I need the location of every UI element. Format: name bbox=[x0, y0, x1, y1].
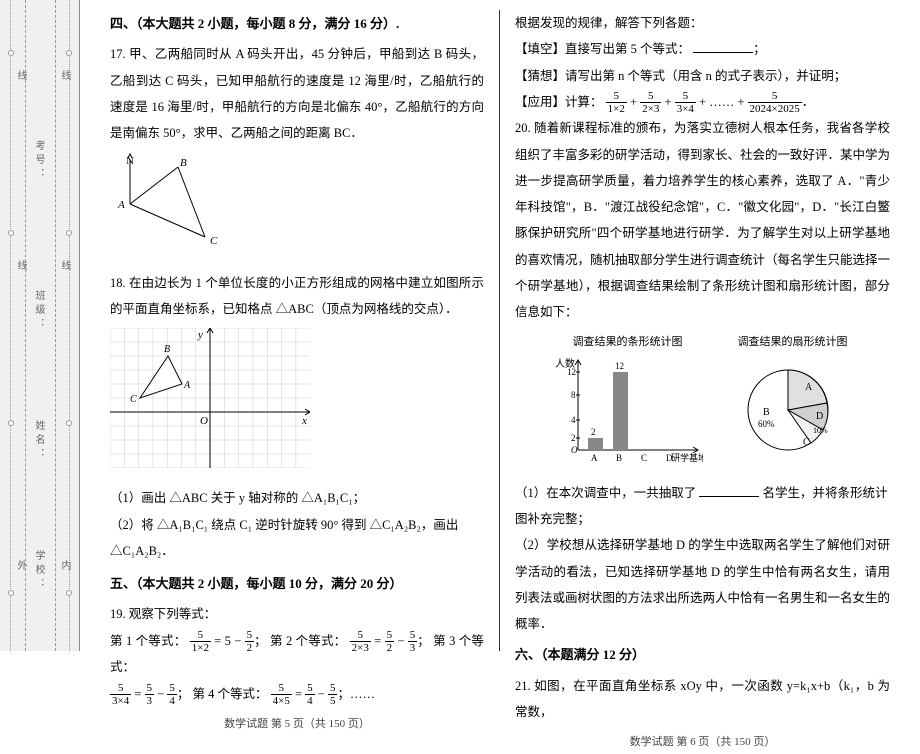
q19-number: 19. bbox=[110, 607, 126, 621]
svg-text:O: O bbox=[571, 445, 578, 455]
q19-intro: 观察下列等式： bbox=[129, 607, 217, 621]
label-school: 学校： bbox=[31, 550, 46, 592]
q18: 18. 在由边长为 1 个单位长度的小正方形组成的网格中建立如图所示的平面直角坐… bbox=[110, 270, 484, 323]
label-line3: 线 bbox=[57, 70, 72, 84]
svg-text:A: A bbox=[183, 380, 191, 391]
section4-title: 四、（本大题共 2 小题，每小题 8 分，满分 16 分）. bbox=[110, 10, 484, 37]
svg-text:A: A bbox=[805, 382, 813, 393]
fill-label: 【填空】直接写出第 5 个等式： bbox=[515, 42, 690, 56]
svg-text:12: 12 bbox=[615, 361, 624, 371]
svg-text:B: B bbox=[164, 344, 170, 355]
svg-text:研学基地: 研学基地 bbox=[671, 452, 703, 463]
q19-equations: 第 1 个等式： 51×2 = 5 − 52； 第 2 个等式： 52×3 = … bbox=[110, 628, 484, 708]
q18-intro: 在由边长为 1 个单位长度的小正方形组成的网格中建立如图所示的平面直角坐标系，已… bbox=[110, 276, 484, 316]
pie-chart-title: 调查结果的扇形统计图 bbox=[733, 331, 853, 354]
svg-text:8: 8 bbox=[571, 390, 576, 400]
svg-text:4: 4 bbox=[571, 415, 576, 425]
q19: 19. 观察下列等式： bbox=[110, 601, 484, 627]
svg-text:2: 2 bbox=[571, 433, 576, 443]
svg-text:C: C bbox=[641, 453, 647, 463]
svg-text:12: 12 bbox=[567, 367, 576, 377]
svg-text:C: C bbox=[130, 394, 137, 405]
eq4-label: 第 4 个等式： bbox=[192, 687, 267, 701]
svg-text:60%: 60% bbox=[758, 419, 775, 429]
label-line2: 线 bbox=[13, 260, 28, 274]
label-class: 班级： bbox=[31, 290, 46, 332]
q18-figure: x y O A B C bbox=[110, 328, 484, 477]
blank-student-count bbox=[699, 485, 759, 497]
q20: 20. 随着新课程标准的颁布，为落实立德树人根本任务，我省各学校组织了丰富多彩的… bbox=[515, 115, 890, 325]
svg-text:D: D bbox=[816, 411, 823, 422]
pie-chart: 调查结果的扇形统计图 A B 60% D 10% C bbox=[733, 331, 853, 473]
fill-blank: 【填空】直接写出第 5 个等式： ； bbox=[515, 36, 890, 62]
q20-part2: （2）学校想从选择研学基地 D 的学生中选取两名学生了解他们对研学活动的看法，已… bbox=[515, 532, 890, 637]
q17: 17. 甲、乙两船同时从 A 码头开出，45 分钟后，甲船到达 B 码头，乙船到… bbox=[110, 41, 484, 146]
guess: 【猜想】请写出第 n 个等式（用含 n 的式子表示），并证明； bbox=[515, 63, 890, 89]
svg-text:10%: 10% bbox=[813, 426, 828, 435]
svg-text:C: C bbox=[803, 437, 810, 448]
q18-number: 18. bbox=[110, 276, 126, 290]
blank-5th-eq bbox=[693, 41, 753, 53]
svg-text:y: y bbox=[197, 329, 203, 341]
q18-part2: （2）将 △A₁B₁C₁ 绕点 C₁ 逆时针旋转 90° 得到 △C₁A₂B₂，… bbox=[110, 512, 484, 565]
q20-number: 20. bbox=[515, 121, 531, 135]
label-outer: 外 bbox=[13, 560, 28, 574]
label-number: 考号： bbox=[31, 140, 46, 182]
label-name: 姓名： bbox=[31, 420, 46, 462]
bar-chart-title: 调查结果的条形统计图 bbox=[553, 331, 703, 354]
label-line4: 线 bbox=[57, 260, 72, 274]
apply-label: 【应用】计算： bbox=[515, 95, 603, 109]
q20-charts: 调查结果的条形统计图 人数 12 8 4 2 O A B C bbox=[515, 331, 890, 473]
svg-text:B: B bbox=[180, 157, 187, 169]
q21-text: 如图，在平面直角坐标系 xOy 中，一次函数 y=k₁x+b（k₁，b 为常数， bbox=[515, 679, 890, 719]
q17-text: 甲、乙两船同时从 A 码头开出，45 分钟后，甲船到达 B 码头，乙船到达 C … bbox=[110, 47, 484, 140]
svg-text:O: O bbox=[200, 415, 208, 427]
svg-text:B: B bbox=[763, 407, 770, 418]
svg-text:x: x bbox=[301, 415, 307, 427]
answer-sheet-margin: 线 线 线 线 考号： 班级： 姓名： 学校： 外 内 bbox=[0, 0, 80, 651]
q17-number: 17. bbox=[110, 47, 126, 61]
right-intro: 根据发现的规律，解答下列各题： bbox=[515, 10, 890, 36]
q17-figure: N B A C bbox=[110, 152, 484, 261]
bar-chart: 调查结果的条形统计图 人数 12 8 4 2 O A B C bbox=[553, 331, 703, 473]
q18-part1: （1）画出 △ABC 关于 y 轴对称的 △A₁B₁C₁； bbox=[110, 485, 484, 511]
footer-left: 数学试题 第 5 页（共 150 页） bbox=[110, 713, 484, 736]
svg-text:A: A bbox=[117, 199, 125, 211]
left-column: 四、（本大题共 2 小题，每小题 8 分，满分 16 分）. 17. 甲、乙两船… bbox=[95, 10, 500, 651]
q21: 21. 如图，在平面直角坐标系 xOy 中，一次函数 y=k₁x+b（k₁，b … bbox=[515, 673, 890, 726]
section5-title: 五、（本大题共 2 小题，每小题 10 分，满分 20 分） bbox=[110, 570, 484, 597]
svg-text:B: B bbox=[616, 453, 622, 463]
eq2-label: 第 2 个等式： bbox=[270, 634, 346, 648]
svg-text:A: A bbox=[591, 453, 598, 463]
svg-text:2: 2 bbox=[591, 427, 596, 437]
label-inner: 内 bbox=[57, 560, 72, 574]
svg-text:C: C bbox=[210, 235, 218, 247]
q20-part1-text: （1）在本次调查中，一共抽取了 bbox=[515, 486, 696, 500]
footer-right: 数学试题 第 6 页（共 150 页） bbox=[515, 731, 890, 754]
q20-part1: （1）在本次调查中，一共抽取了 名学生，并将条形统计图补充完整； bbox=[515, 480, 890, 533]
right-column: 根据发现的规律，解答下列各题： 【填空】直接写出第 5 个等式： ； 【猜想】请… bbox=[500, 10, 905, 651]
q21-number: 21. bbox=[515, 679, 531, 693]
page-content: 四、（本大题共 2 小题，每小题 8 分，满分 16 分）. 17. 甲、乙两船… bbox=[80, 0, 920, 651]
answer-sheet-inner: 线 线 线 线 考号： 班级： 姓名： 学校： 外 内 bbox=[10, 0, 70, 651]
eq1-label: 第 1 个等式： bbox=[110, 634, 186, 648]
section6-title: 六、（本题满分 12 分） bbox=[515, 641, 890, 668]
apply: 【应用】计算： 51×2 + 52×3 + 53×4 + …… + 52024×… bbox=[515, 89, 890, 116]
label-line1: 线 bbox=[13, 70, 28, 84]
q20-text: 随着新课程标准的颁布，为落实立德树人根本任务，我省各学校组织了丰富多彩的研学活动… bbox=[515, 121, 890, 319]
